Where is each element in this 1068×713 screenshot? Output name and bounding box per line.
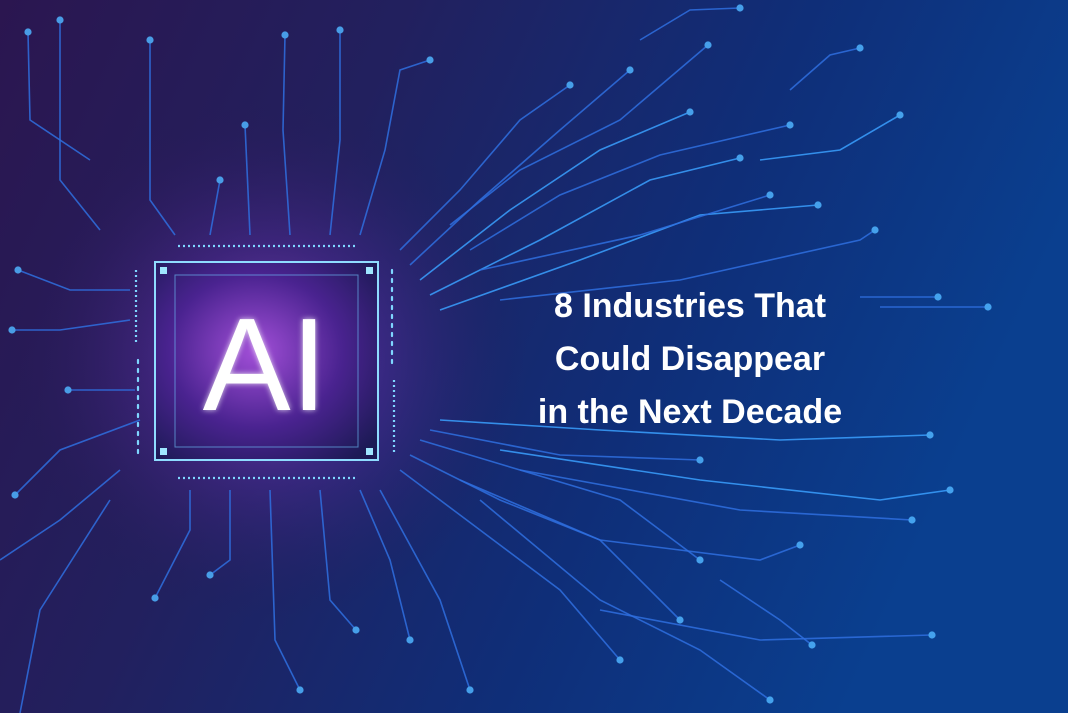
chip: AI AI	[134, 244, 396, 480]
trace	[499, 226, 879, 301]
circuit-traces	[8, 4, 992, 704]
chip-corner	[160, 267, 167, 274]
chip-corner	[160, 448, 167, 455]
trace	[8, 319, 131, 334]
trace	[19, 499, 111, 713]
trace	[599, 609, 936, 641]
headline: 8 Industries That Could Disappear in the…	[538, 287, 842, 431]
chip-label-glow: AI	[203, 291, 328, 438]
trace	[209, 176, 224, 236]
trace	[519, 469, 916, 524]
trace	[329, 26, 344, 236]
chip-label: AI	[203, 291, 328, 438]
trace	[449, 41, 712, 226]
trace	[439, 201, 822, 311]
trace	[479, 499, 774, 704]
trace	[399, 469, 624, 664]
trace	[206, 490, 231, 579]
trace	[319, 489, 360, 634]
chip-body	[154, 261, 379, 461]
trace	[359, 489, 414, 644]
trace	[11, 419, 141, 499]
trace	[56, 16, 101, 231]
trace	[0, 469, 121, 561]
trace	[419, 108, 694, 281]
chip-corner	[366, 448, 373, 455]
trace	[759, 111, 904, 161]
trace	[269, 489, 304, 694]
trace	[359, 56, 434, 236]
trace	[14, 266, 130, 291]
trace	[409, 66, 634, 266]
trace	[439, 419, 934, 441]
headline-line: 8 Industries That	[554, 287, 826, 325]
trace	[379, 489, 474, 694]
trace	[469, 121, 794, 251]
chip-inner-border	[174, 274, 359, 448]
trace	[281, 31, 291, 236]
trace	[24, 28, 91, 161]
trace	[151, 490, 191, 602]
headline-line: in the Next Decade	[538, 393, 842, 431]
trace	[146, 36, 176, 236]
trace	[459, 479, 804, 561]
trace	[429, 429, 704, 464]
headline-line: Could Disappear	[555, 340, 825, 378]
trace	[241, 121, 251, 236]
trace	[399, 81, 574, 251]
trace	[409, 454, 684, 624]
chip-corner	[366, 267, 373, 274]
trace	[499, 449, 954, 501]
trace	[639, 4, 744, 41]
trace	[419, 439, 704, 564]
trace	[429, 154, 744, 296]
trace	[479, 191, 774, 271]
trace	[789, 44, 864, 91]
trace	[719, 579, 816, 649]
